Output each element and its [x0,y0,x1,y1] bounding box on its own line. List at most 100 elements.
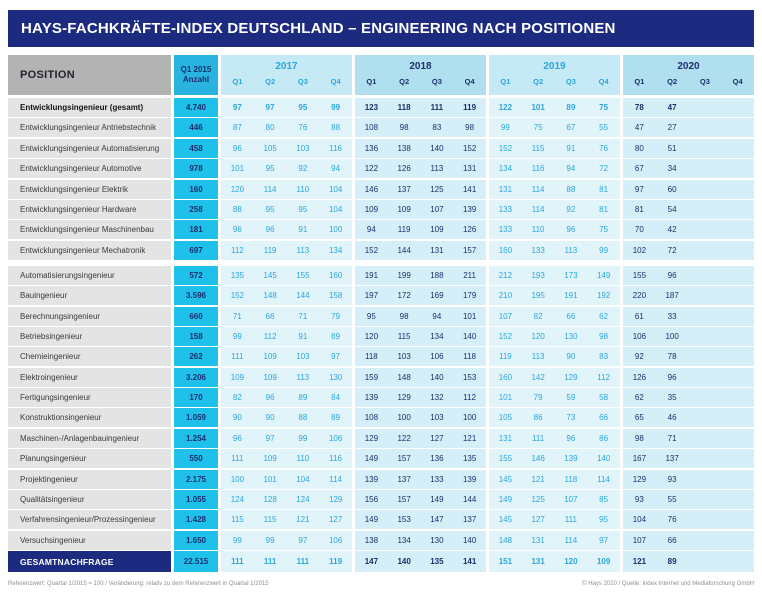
quarter-value: 109 [263,372,277,382]
quarter-value: 103 [296,143,310,153]
quarter-value: 42 [667,225,677,235]
quarter-value [689,531,722,550]
year-group-values-2018: 108 98 83 98 [355,118,486,138]
year-group-values-2019: 107 82 66 62 [489,306,620,326]
quarter-value: 89 [298,393,308,403]
quarter-value: 104 [296,474,310,484]
quarter-value: 111 [231,557,244,567]
quarter-value: 145 [498,515,513,525]
quarter-value: 139 [462,204,477,214]
row-label: Projektingenieur [8,469,171,489]
quarter-value: 108 [364,413,379,423]
quarter-value: 195 [531,291,545,301]
year-group-values-2019: 152 120 130 98 [489,326,620,346]
year-group-values-2019: 155 146 139 140 [489,449,620,469]
quarter-label: Q2 [533,77,544,86]
quarter-value: 96 [566,225,576,235]
table-row: Verfahrensingenieur/Prozessingenieur 1.42… [8,510,754,530]
row-label: Entwicklungsingenieur Elektrik [8,179,171,199]
quarter-value: 139 [364,474,379,484]
row-label: Fertigungsingenieur [8,388,171,408]
quarter-value: 153 [397,515,411,525]
table-row: Planungsingenieur 550 111 109 110 116 149 157 13… [8,449,754,469]
quarter-value: 100 [665,331,679,341]
quarter-value: 84 [331,393,341,403]
quarter-value: 104 [632,515,647,525]
quarter-value: 95 [298,103,308,112]
table-header: POSITION Q1 2015 Anzahl 2017 Q1 Q2 Q3 Q4 2018… [8,55,754,95]
quarter-value: 169 [430,291,444,301]
quarter-value: 88 [232,204,242,214]
quarter-value: 149 [364,515,379,525]
quarter-value: 27 [667,123,677,133]
quarter-value: 97 [265,103,275,112]
quarter-value: 96 [265,225,275,235]
quarter-value: 140 [430,143,444,153]
quarter-value: 122 [498,103,513,112]
quarter-value: 95 [265,164,275,174]
quarter-value: 92 [298,164,308,174]
quarter-label: Q4 [464,77,475,86]
quarter-value: 112 [463,393,476,403]
year-group-values-2018: 95 98 94 101 [355,306,486,326]
quarter-value: 107 [498,311,513,321]
quarter-value: 156 [364,495,379,505]
quarter-value: 94 [432,311,442,321]
quarter-value: 160 [498,372,513,382]
quarter-value: 59 [566,393,576,403]
quarter-value: 99 [500,123,510,133]
quarter-value: 111 [532,433,545,443]
quarter-value: 146 [364,184,379,194]
quarter-value: 55 [667,495,677,505]
quarter-value: 90 [566,352,576,362]
year-group-values-2019: 212 193 173 149 [489,265,620,285]
quarter-value: 127 [328,515,343,525]
quarter-value: 131 [498,184,513,194]
quarter-value [721,510,754,529]
quarter-value [721,551,754,572]
quarter-value: 96 [667,270,677,280]
quarter-value: 160 [498,245,513,255]
quarter-value: 34 [667,164,677,174]
quarter-value: 71 [232,311,242,321]
quarter-value: 129 [564,372,578,382]
anzahl-value: 2.175 [174,469,218,489]
quarter-value: 124 [230,495,245,505]
quarter-value: 100 [462,413,477,423]
quarter-value: 147 [430,515,444,525]
table-row: Versuchsingenieur 1.650 99 99 97 106 138 134 130… [8,530,754,550]
quarter-value: 151 [498,557,513,567]
quarter-value: 140 [462,535,477,545]
quarter-value: 96 [232,225,242,235]
page: HAYS-FACHKRÄFTE-INDEX DEUTSCHLAND – ENGI… [8,10,754,587]
quarter-value: 135 [462,454,477,464]
quarter-value: 116 [329,454,342,464]
quarter-value: 152 [462,143,477,153]
quarter-value [689,449,722,468]
quarter-value: 132 [430,393,444,403]
year-group-values-2017: 96 105 103 116 [221,138,352,158]
quarter-value: 99 [232,331,242,341]
quarter-value: 135 [230,270,245,280]
quarter-value: 83 [599,352,609,362]
anzahl-header-line1: Q1 2015 [180,64,212,74]
quarter-value: 160 [328,270,343,280]
table-row: Entwicklungsingenieur Maschinenbau 181 96 9… [8,220,754,240]
quarter-value: 51 [667,143,677,153]
quarter-value: 67 [566,123,576,133]
quarter-value: 97 [634,184,644,194]
quarter-value: 113 [531,352,545,362]
quarter-value: 138 [397,143,411,153]
quarter-value: 88 [331,123,341,133]
year-group-values-2020: 47 27 [623,118,754,138]
footnotes: Referenzwert: Quartal 1/2015 = 100 / Ver… [8,581,754,587]
quarter-value: 78 [634,103,644,112]
year-group-values-2020: 167 137 [623,449,754,469]
year-group-values-2017: 100 101 104 114 [221,469,352,489]
anzahl-header-line2: Anzahl [182,75,210,84]
quarter-value: 121 [531,474,545,484]
quarter-value: 65 [634,413,644,423]
anzahl-value: 1.428 [174,510,218,530]
quarter-value [689,266,722,285]
year-group-values-2017: 124 128 124 129 [221,490,352,510]
